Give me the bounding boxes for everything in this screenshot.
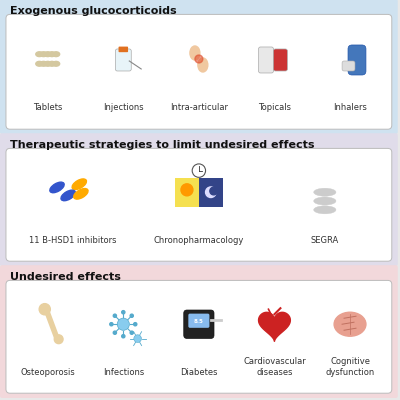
FancyBboxPatch shape [0, 0, 398, 134]
Text: Cognitive
dysfunction: Cognitive dysfunction [325, 357, 375, 377]
Circle shape [134, 323, 137, 326]
Ellipse shape [48, 52, 56, 56]
Ellipse shape [72, 179, 86, 190]
Ellipse shape [48, 61, 56, 66]
Ellipse shape [74, 188, 88, 199]
FancyBboxPatch shape [118, 46, 128, 52]
FancyBboxPatch shape [184, 310, 214, 338]
Circle shape [117, 318, 129, 330]
Ellipse shape [61, 190, 75, 201]
Ellipse shape [190, 46, 200, 60]
Circle shape [122, 311, 125, 314]
FancyBboxPatch shape [348, 45, 366, 75]
Circle shape [206, 187, 216, 198]
Ellipse shape [314, 188, 336, 196]
Circle shape [134, 335, 142, 342]
Circle shape [113, 314, 116, 317]
Circle shape [113, 331, 116, 334]
Text: Injections: Injections [103, 103, 144, 112]
FancyBboxPatch shape [6, 148, 392, 261]
Circle shape [192, 164, 206, 177]
Circle shape [39, 304, 50, 315]
Text: Inhalers: Inhalers [333, 103, 367, 112]
FancyBboxPatch shape [6, 280, 392, 393]
Text: 11 B-HSD1 inhibitors: 11 B-HSD1 inhibitors [29, 236, 117, 245]
Text: 8.5: 8.5 [194, 319, 204, 324]
FancyBboxPatch shape [199, 178, 223, 207]
Ellipse shape [40, 61, 47, 66]
Ellipse shape [314, 197, 336, 205]
Circle shape [210, 187, 218, 195]
Ellipse shape [195, 55, 203, 63]
Circle shape [122, 335, 125, 338]
Text: Diabetes: Diabetes [180, 368, 218, 377]
FancyBboxPatch shape [274, 49, 287, 71]
Text: Topicals: Topicals [258, 103, 291, 112]
FancyBboxPatch shape [175, 178, 199, 207]
FancyBboxPatch shape [188, 314, 210, 328]
FancyBboxPatch shape [0, 265, 398, 398]
Ellipse shape [50, 182, 64, 193]
Ellipse shape [334, 312, 366, 336]
Text: Undesired effects: Undesired effects [10, 272, 121, 282]
Text: Chronopharmacology: Chronopharmacology [154, 236, 244, 245]
Text: Exogenous glucocorticoids: Exogenous glucocorticoids [10, 6, 176, 16]
Ellipse shape [314, 206, 336, 214]
Ellipse shape [40, 52, 47, 56]
Ellipse shape [36, 52, 43, 56]
FancyBboxPatch shape [0, 133, 398, 266]
Ellipse shape [52, 61, 60, 66]
Text: Osteoporosis: Osteoporosis [20, 368, 75, 377]
Ellipse shape [198, 58, 208, 72]
Circle shape [130, 331, 133, 334]
Circle shape [181, 184, 193, 196]
Text: SEGRA: SEGRA [311, 236, 339, 245]
Ellipse shape [36, 61, 43, 66]
FancyBboxPatch shape [115, 49, 131, 71]
Text: Cardiovascular
diseases: Cardiovascular diseases [243, 357, 306, 377]
Ellipse shape [44, 61, 51, 66]
Polygon shape [258, 312, 290, 341]
Text: Therapeutic strategies to limit undesired effects: Therapeutic strategies to limit undesire… [10, 140, 314, 150]
Ellipse shape [52, 52, 60, 56]
Circle shape [130, 314, 133, 317]
Text: Intra-articular: Intra-articular [170, 103, 228, 112]
FancyBboxPatch shape [258, 47, 274, 73]
Text: Tablets: Tablets [33, 103, 62, 112]
FancyBboxPatch shape [6, 14, 392, 129]
FancyBboxPatch shape [342, 61, 355, 71]
Text: Infections: Infections [103, 368, 144, 377]
Circle shape [110, 323, 113, 326]
Circle shape [54, 335, 63, 344]
Ellipse shape [44, 52, 51, 56]
